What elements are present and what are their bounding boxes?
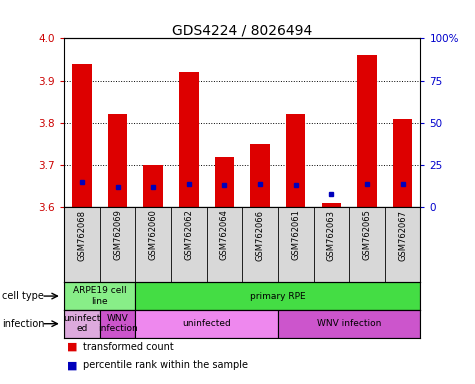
Text: GSM762061: GSM762061 <box>291 210 300 260</box>
Text: WNV
infection: WNV infection <box>98 314 137 333</box>
Bar <box>72 64 92 207</box>
Text: uninfected: uninfected <box>182 319 231 328</box>
Text: cell type: cell type <box>2 291 44 301</box>
Bar <box>322 203 341 207</box>
Bar <box>179 72 199 207</box>
Bar <box>357 55 377 207</box>
Bar <box>100 310 135 338</box>
Bar <box>108 114 127 207</box>
Bar <box>64 310 100 338</box>
Text: GSM762069: GSM762069 <box>113 210 122 260</box>
Bar <box>286 114 305 207</box>
Text: GSM762067: GSM762067 <box>398 210 407 261</box>
Bar <box>135 282 420 310</box>
Bar <box>64 282 135 310</box>
Text: ARPE19 cell
line: ARPE19 cell line <box>73 286 126 306</box>
Text: WNV infection: WNV infection <box>317 319 381 328</box>
Text: GSM762068: GSM762068 <box>77 210 86 261</box>
Text: GSM762064: GSM762064 <box>220 210 229 260</box>
Bar <box>278 310 420 338</box>
Text: uninfect
ed: uninfect ed <box>63 314 101 333</box>
Text: infection: infection <box>2 319 45 329</box>
Bar <box>250 144 270 207</box>
Text: GSM762065: GSM762065 <box>362 210 371 260</box>
Bar <box>135 310 278 338</box>
Bar <box>393 119 412 207</box>
Text: primary RPE: primary RPE <box>250 291 306 301</box>
Title: GDS4224 / 8026494: GDS4224 / 8026494 <box>172 23 313 37</box>
Text: ■: ■ <box>66 360 77 370</box>
Text: ■: ■ <box>66 342 77 352</box>
Text: GSM762062: GSM762062 <box>184 210 193 260</box>
Text: GSM762063: GSM762063 <box>327 210 336 261</box>
Bar <box>215 157 234 207</box>
Text: GSM762066: GSM762066 <box>256 210 265 261</box>
Bar <box>143 165 163 207</box>
Text: transformed count: transformed count <box>83 342 174 352</box>
Text: percentile rank within the sample: percentile rank within the sample <box>83 360 248 370</box>
Text: GSM762060: GSM762060 <box>149 210 158 260</box>
